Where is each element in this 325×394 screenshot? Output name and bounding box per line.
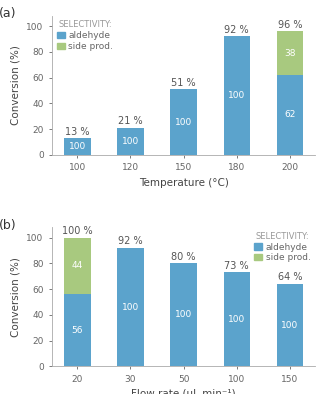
Bar: [117, 248, 144, 366]
Text: 100 %: 100 %: [62, 226, 93, 236]
Text: 96 %: 96 %: [278, 20, 302, 30]
Text: 73 %: 73 %: [225, 261, 249, 271]
Text: 100: 100: [228, 91, 245, 100]
Text: 100: 100: [122, 303, 139, 312]
Bar: [224, 36, 250, 155]
Text: 56: 56: [72, 326, 83, 335]
Text: 21 %: 21 %: [118, 116, 143, 126]
Text: 64 %: 64 %: [278, 272, 302, 282]
X-axis label: Temperature (°C): Temperature (°C): [139, 178, 228, 188]
Bar: [170, 263, 197, 366]
Bar: [64, 238, 91, 294]
Bar: [277, 284, 303, 366]
Text: 13 %: 13 %: [65, 126, 89, 137]
Text: (a): (a): [0, 7, 17, 20]
Bar: [64, 138, 91, 155]
Legend: aldehyde, side prod.: aldehyde, side prod.: [55, 19, 115, 53]
Bar: [277, 75, 303, 155]
Bar: [117, 128, 144, 155]
Text: 92 %: 92 %: [225, 25, 249, 35]
Y-axis label: Conversion (%): Conversion (%): [11, 257, 21, 337]
Text: 100: 100: [281, 321, 299, 330]
Text: 44: 44: [72, 262, 83, 270]
Text: 51 %: 51 %: [171, 78, 196, 87]
Text: 80 %: 80 %: [171, 252, 196, 262]
Bar: [224, 272, 250, 366]
Text: 100: 100: [175, 310, 192, 320]
Legend: aldehyde, side prod.: aldehyde, side prod.: [252, 230, 313, 264]
Bar: [64, 294, 91, 366]
Text: 92 %: 92 %: [118, 236, 143, 246]
Text: 100: 100: [175, 117, 192, 126]
Y-axis label: Conversion (%): Conversion (%): [11, 45, 21, 125]
Text: 100: 100: [69, 142, 86, 151]
Text: 38: 38: [284, 48, 296, 58]
X-axis label: Flow rate (μL min⁻¹): Flow rate (μL min⁻¹): [131, 389, 236, 394]
Text: (b): (b): [0, 219, 17, 232]
Text: 100: 100: [122, 137, 139, 146]
Bar: [277, 31, 303, 75]
Bar: [170, 89, 197, 155]
Text: 100: 100: [228, 315, 245, 324]
Text: 62: 62: [284, 110, 296, 119]
